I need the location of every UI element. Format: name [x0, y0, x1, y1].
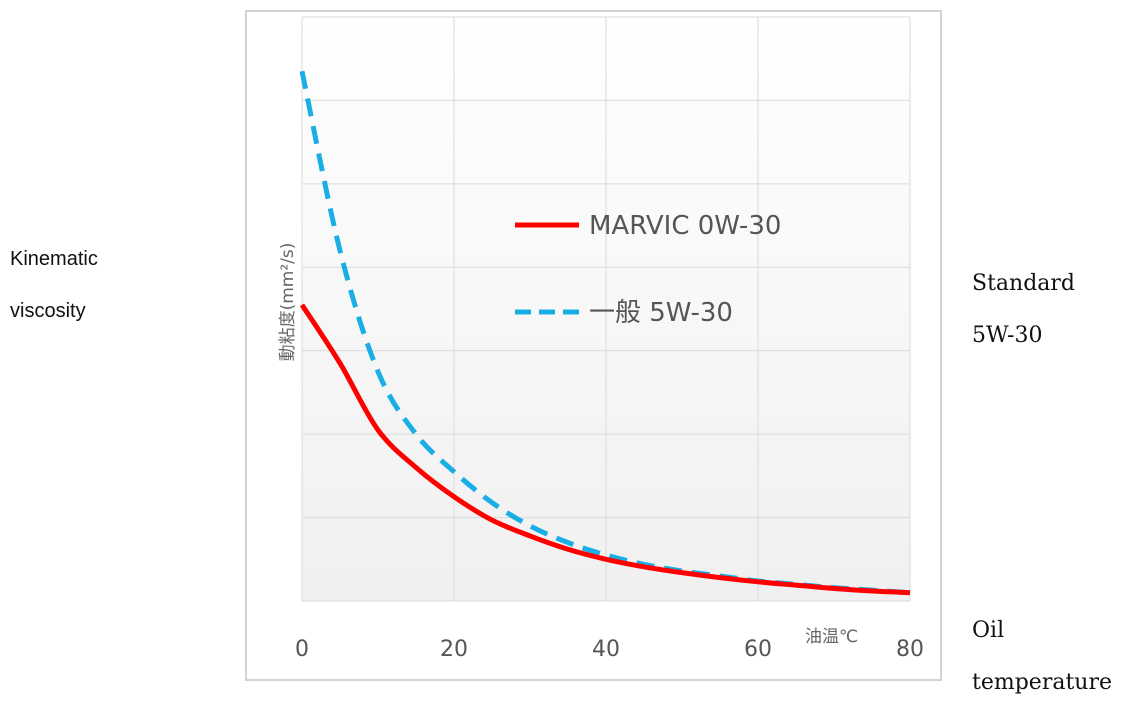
right-note-top-line-2: 5W-30 [972, 323, 1043, 348]
y-axis-label: 動粘度(mm²/s) [278, 243, 298, 362]
series-line-marvic [299, 303, 911, 596]
chart-svg: 0 20 40 60 80 動粘度(mm²/s) 油温℃ MARVIC 0W-30 一般 … [278, 16, 924, 662]
x-tick-label: 80 [896, 637, 924, 662]
x-tick-label: 0 [295, 637, 309, 662]
x-tick-label: 40 [592, 637, 620, 662]
x-tick-label: 20 [440, 637, 468, 662]
series-line-standard [299, 70, 911, 596]
legend-label: MARVIC 0W-30 [589, 211, 781, 241]
left-note-line-1: Kinematic [10, 248, 98, 270]
right-side-note-top: Standard 5W-30 [972, 258, 1075, 362]
x-tick-labels: 0 20 40 60 80 [295, 637, 924, 662]
left-note-line-2: viscosity [10, 300, 86, 322]
right-side-note-bottom: Oil temperature [972, 605, 1112, 709]
series-layer [299, 70, 911, 596]
right-note-bottom-line-2: temperature [972, 670, 1113, 695]
legend-label: 一般 5W-30 [589, 298, 733, 328]
x-axis-label: 油温℃ [805, 627, 858, 647]
legend-item-standard: 一般 5W-30 [515, 298, 733, 328]
legend-item-marvic: MARVIC 0W-30 [515, 211, 781, 241]
right-note-bottom-line-1: Oil [972, 618, 1005, 643]
legend: MARVIC 0W-30 一般 5W-30 [515, 211, 781, 328]
left-side-note: Kinematic viscosity [10, 233, 98, 337]
right-note-top-line-1: Standard [972, 271, 1075, 296]
chart-frame: 0 20 40 60 80 動粘度(mm²/s) 油温℃ MARVIC 0W-30 一般 … [245, 10, 942, 681]
grid-lines [301, 16, 911, 602]
x-tick-label: 60 [744, 637, 772, 662]
